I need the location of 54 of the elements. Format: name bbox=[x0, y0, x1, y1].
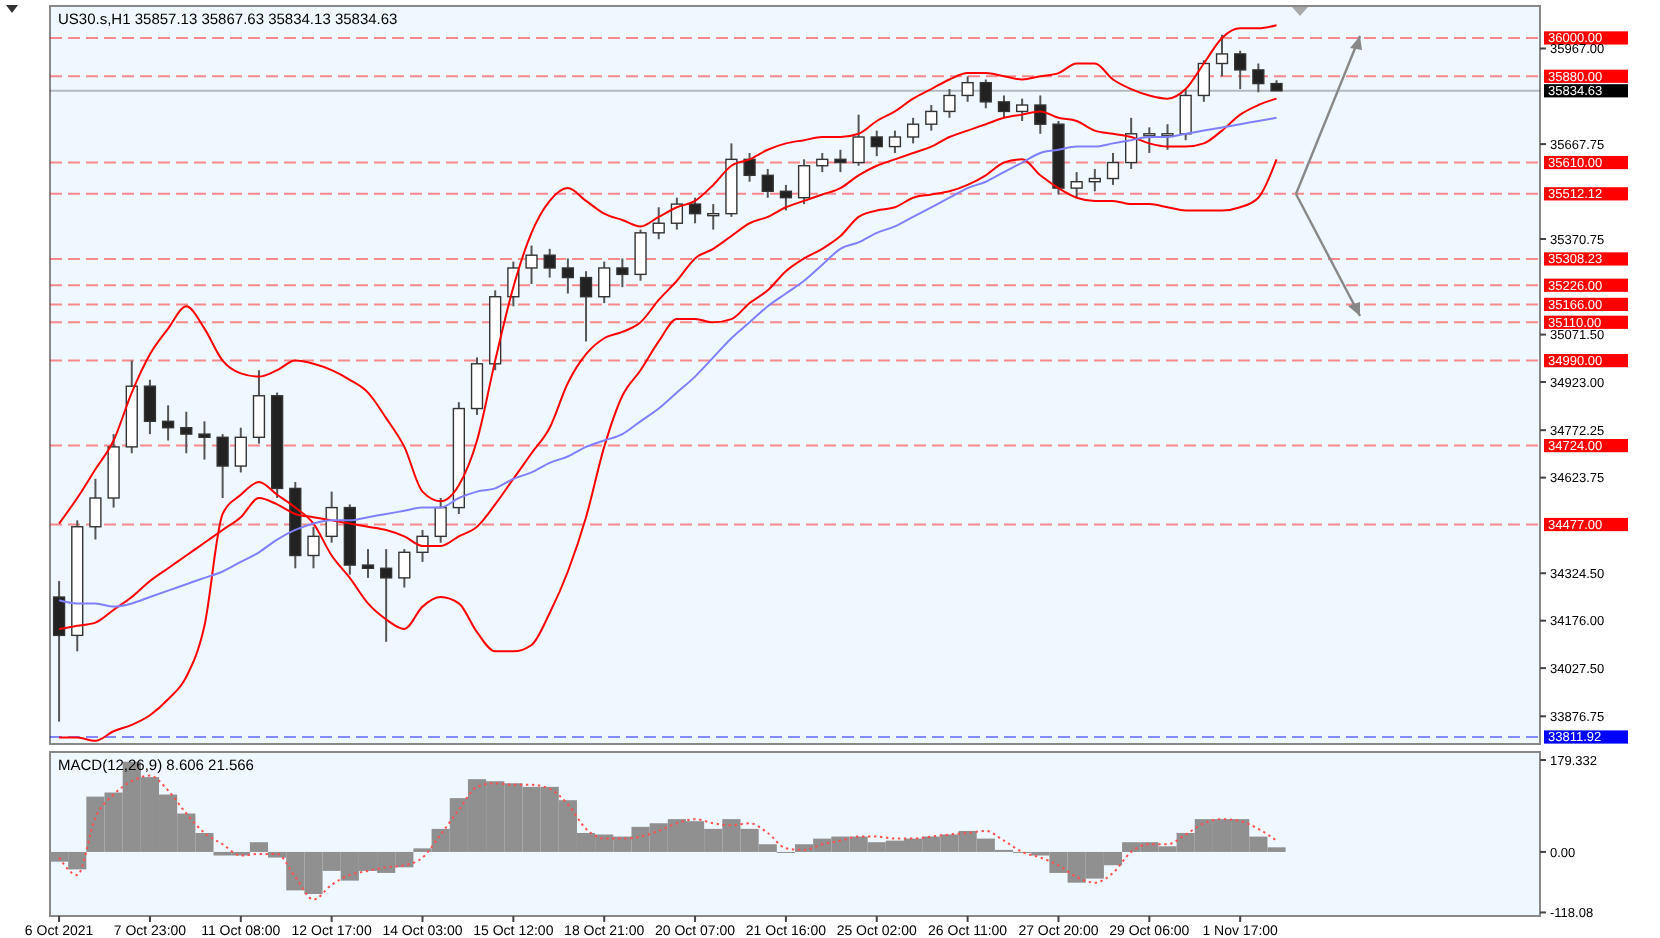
candlestick bbox=[979, 78, 992, 110]
candlestick bbox=[906, 116, 920, 145]
candlestick bbox=[1252, 62, 1265, 94]
candlestick bbox=[1215, 33, 1229, 78]
candlestick bbox=[870, 129, 883, 158]
candlestick bbox=[761, 167, 774, 199]
candlestick bbox=[1106, 151, 1120, 186]
candlestick bbox=[470, 356, 484, 416]
candlestick bbox=[1143, 126, 1156, 154]
candlestick bbox=[1070, 171, 1083, 199]
candlestick bbox=[634, 228, 647, 282]
candlestick bbox=[416, 528, 429, 563]
candlestick bbox=[398, 548, 411, 589]
candlestick bbox=[598, 260, 611, 305]
candlestick bbox=[180, 410, 193, 455]
candlestick bbox=[1179, 88, 1192, 142]
line-series bbox=[58, 24, 1278, 525]
candlestick bbox=[652, 206, 665, 241]
candlestick bbox=[1197, 59, 1210, 103]
candlestick bbox=[361, 548, 375, 579]
candlestick bbox=[198, 420, 211, 461]
candlestick bbox=[579, 270, 593, 343]
candlestick bbox=[616, 257, 629, 289]
candlestick bbox=[997, 94, 1011, 119]
candlestick bbox=[252, 369, 266, 445]
candlestick bbox=[1161, 123, 1174, 151]
candlestick bbox=[1034, 94, 1047, 135]
candlestick bbox=[707, 203, 720, 231]
candlestick bbox=[216, 433, 229, 499]
candlestick bbox=[943, 88, 956, 119]
candlestick bbox=[543, 247, 556, 279]
candlestick bbox=[670, 196, 684, 231]
candlestick bbox=[434, 497, 447, 544]
candlestick bbox=[561, 257, 575, 295]
line-series bbox=[58, 774, 1278, 901]
candlestick bbox=[743, 151, 756, 183]
candlestick bbox=[143, 378, 157, 436]
bar bbox=[249, 842, 269, 852]
candlestick bbox=[325, 490, 338, 544]
candlestick bbox=[961, 75, 974, 103]
candlestick bbox=[797, 158, 811, 206]
candlestick bbox=[925, 104, 938, 132]
candlestick bbox=[834, 148, 847, 174]
candlestick bbox=[380, 548, 393, 643]
candlestick bbox=[852, 113, 865, 167]
candlestick bbox=[307, 525, 320, 570]
candlestick bbox=[525, 244, 538, 285]
candlestick bbox=[89, 477, 102, 541]
candlestick bbox=[888, 129, 902, 154]
candlestick bbox=[1234, 49, 1247, 91]
candlestick bbox=[234, 426, 247, 474]
candlestick bbox=[1015, 97, 1029, 123]
candlestick bbox=[52, 580, 66, 723]
candlestick bbox=[688, 196, 702, 225]
